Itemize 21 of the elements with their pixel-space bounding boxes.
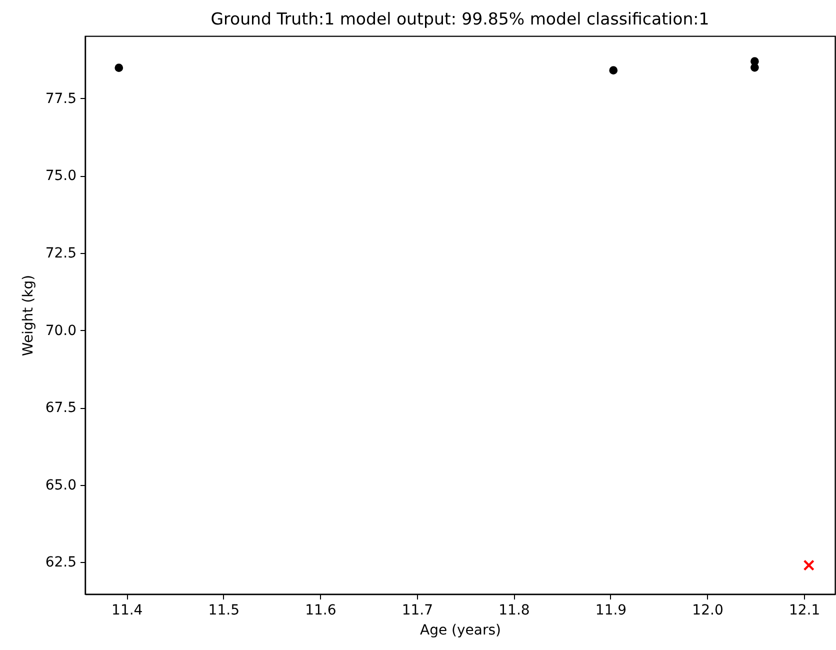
chart-title: Ground Truth:1 model output: 99.85% model classification:1	[210, 10, 710, 28]
point	[114, 64, 124, 72]
y-tick-label: 65.0	[45, 477, 76, 494]
y-tick-label: 72.5	[45, 246, 76, 262]
y-tick-label: 70.0	[45, 322, 76, 339]
x-tick-label: 11.8	[498, 602, 530, 618]
x-tick-label: 11.4	[112, 602, 143, 618]
y-tick-label: 62.5	[45, 554, 76, 571]
x-tick-label: 11.7	[402, 602, 434, 618]
y-tick-label: 77.5	[45, 90, 76, 107]
y-tick-label: 75.0	[45, 168, 76, 184]
x-tick-label: 11.5	[208, 602, 240, 618]
y-tick-label: 67.5	[45, 400, 76, 416]
x-tick-label: 12.0	[692, 602, 724, 618]
x-axis-title: Age (years)	[420, 622, 501, 638]
x-tick-label: 11.9	[595, 602, 627, 618]
x-tick-label: 12.1	[788, 602, 820, 618]
y-axis-title: Weight (kg)	[20, 274, 36, 356]
x-tick-label: 11.6	[305, 602, 336, 618]
point	[803, 560, 814, 571]
point	[609, 66, 618, 74]
